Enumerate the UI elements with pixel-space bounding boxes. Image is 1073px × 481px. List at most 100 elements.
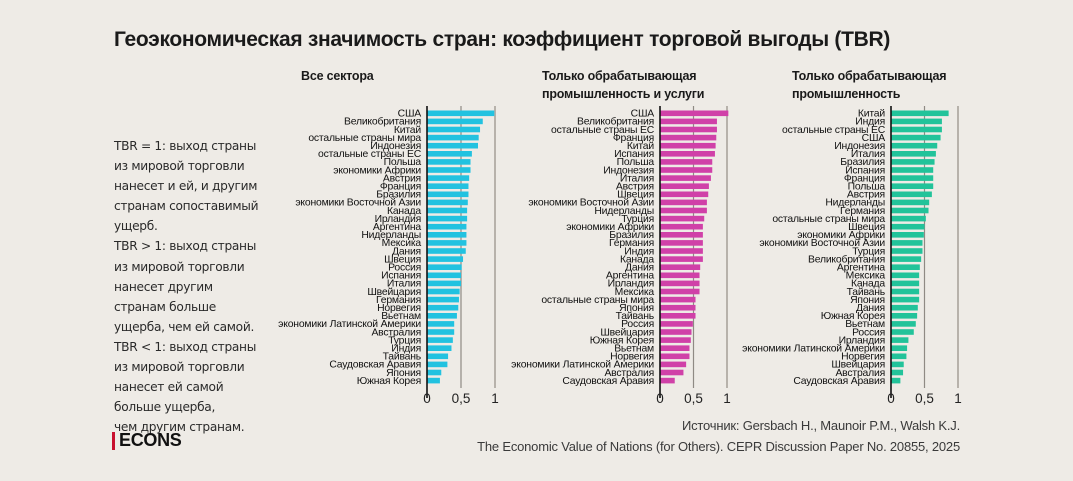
bar [660, 345, 690, 351]
logo-accent-bar [112, 431, 115, 450]
bar [427, 159, 471, 165]
category-label: Мексика [846, 271, 886, 282]
category-label: Тайвань [383, 352, 421, 363]
category-label: Австралия [604, 368, 654, 379]
category-label: Южная Корея [821, 311, 885, 322]
category-label: остальные страны ЕС [318, 149, 422, 160]
category-label: Аргентина [373, 222, 421, 233]
bar [891, 296, 920, 303]
bar [891, 134, 941, 141]
bar [891, 345, 908, 351]
category-label: Аргентина [606, 271, 654, 282]
bar [891, 377, 901, 384]
bar [427, 288, 460, 295]
category-label: Индонезия [603, 165, 654, 176]
bar [891, 232, 924, 238]
bar [891, 223, 925, 230]
category-label: экономики Восточной Азии [528, 198, 654, 209]
legend-line: нанесет ей самой [114, 380, 224, 395]
category-label: Вьетнам [381, 311, 421, 322]
category-label: Япония [386, 368, 421, 379]
bar [660, 256, 703, 262]
category-label: Германия [376, 295, 421, 306]
bar [660, 248, 703, 254]
bar [427, 329, 455, 335]
bar [891, 353, 907, 360]
bar [427, 256, 464, 262]
legend-line: из мировой торговли [114, 259, 245, 274]
bar [660, 264, 701, 270]
bar [427, 272, 461, 279]
bar [660, 207, 707, 214]
x-tick-label: 1 [491, 391, 499, 406]
category-label: Испания [845, 165, 885, 176]
category-label: Аргентина [837, 263, 885, 274]
bar [660, 151, 715, 157]
category-label: Китай [627, 141, 654, 152]
bar [660, 240, 703, 246]
category-label: Индонезия [834, 141, 885, 152]
bar [891, 151, 936, 157]
bar [427, 248, 466, 254]
bar [891, 240, 923, 246]
category-label: Вьетнам [845, 319, 885, 330]
bar [891, 142, 938, 149]
category-label: Дания [392, 246, 421, 257]
category-label: Нидерланды [361, 230, 421, 241]
category-label: Испания [614, 149, 654, 160]
category-label: Тайвань [616, 311, 654, 322]
legend-line: чем другим странам. [114, 420, 245, 435]
bar [891, 272, 920, 279]
bar [660, 183, 709, 189]
category-label: Ирландия [608, 279, 654, 290]
category-label: Швеция [848, 222, 885, 233]
bar [891, 329, 914, 335]
category-label: Индия [391, 344, 421, 355]
legend-line: TBR = 1: выход страны [114, 139, 257, 153]
bar [891, 215, 926, 222]
category-label: Мексика [382, 238, 422, 249]
bar [660, 361, 687, 368]
bar [660, 126, 717, 133]
bar [427, 377, 440, 384]
category-label: Саудовская Аравия [793, 376, 885, 387]
legend-line: из мировой торговли [114, 360, 245, 375]
bar [660, 175, 711, 181]
bar [891, 118, 942, 125]
bar [427, 369, 442, 376]
category-label: Норвегия [377, 303, 421, 314]
category-label: Канада [387, 206, 421, 217]
bar [427, 151, 472, 157]
bar [660, 142, 716, 149]
category-label: Тайвань [847, 287, 885, 298]
x-tick-label: 1 [723, 391, 731, 406]
category-label: Бразилия [840, 157, 885, 168]
bar [660, 304, 696, 311]
chart-title: Геоэкономическая значимость стран: коэфф… [114, 28, 891, 51]
panel-title-line: промышленность и услуги [542, 87, 705, 101]
bar [891, 183, 934, 189]
econs-logo: ECONS [112, 430, 182, 451]
category-label: Италия [620, 173, 654, 184]
category-label: Дания [856, 303, 885, 314]
category-label: Франция [613, 133, 654, 144]
source-note: Источник: Gersbach H., Maunoir P.M., Wal… [477, 415, 960, 457]
bar [660, 159, 713, 165]
category-label: Турция [388, 335, 421, 346]
category-label: США [862, 133, 886, 144]
bar [660, 167, 713, 173]
category-label: остальные страны ЕС [551, 125, 655, 136]
category-label: Швейцария [600, 327, 654, 338]
bar [660, 321, 693, 327]
category-label: Япония [850, 295, 885, 306]
bar [427, 361, 448, 368]
bar [427, 142, 478, 149]
bar [427, 240, 467, 246]
bar [427, 304, 459, 311]
legend-line: ущерб. [114, 219, 158, 234]
category-label: Великобритания [808, 253, 885, 265]
category-label: Нидерланды [825, 198, 885, 209]
category-label: экономики Латинской Америки [278, 319, 421, 330]
